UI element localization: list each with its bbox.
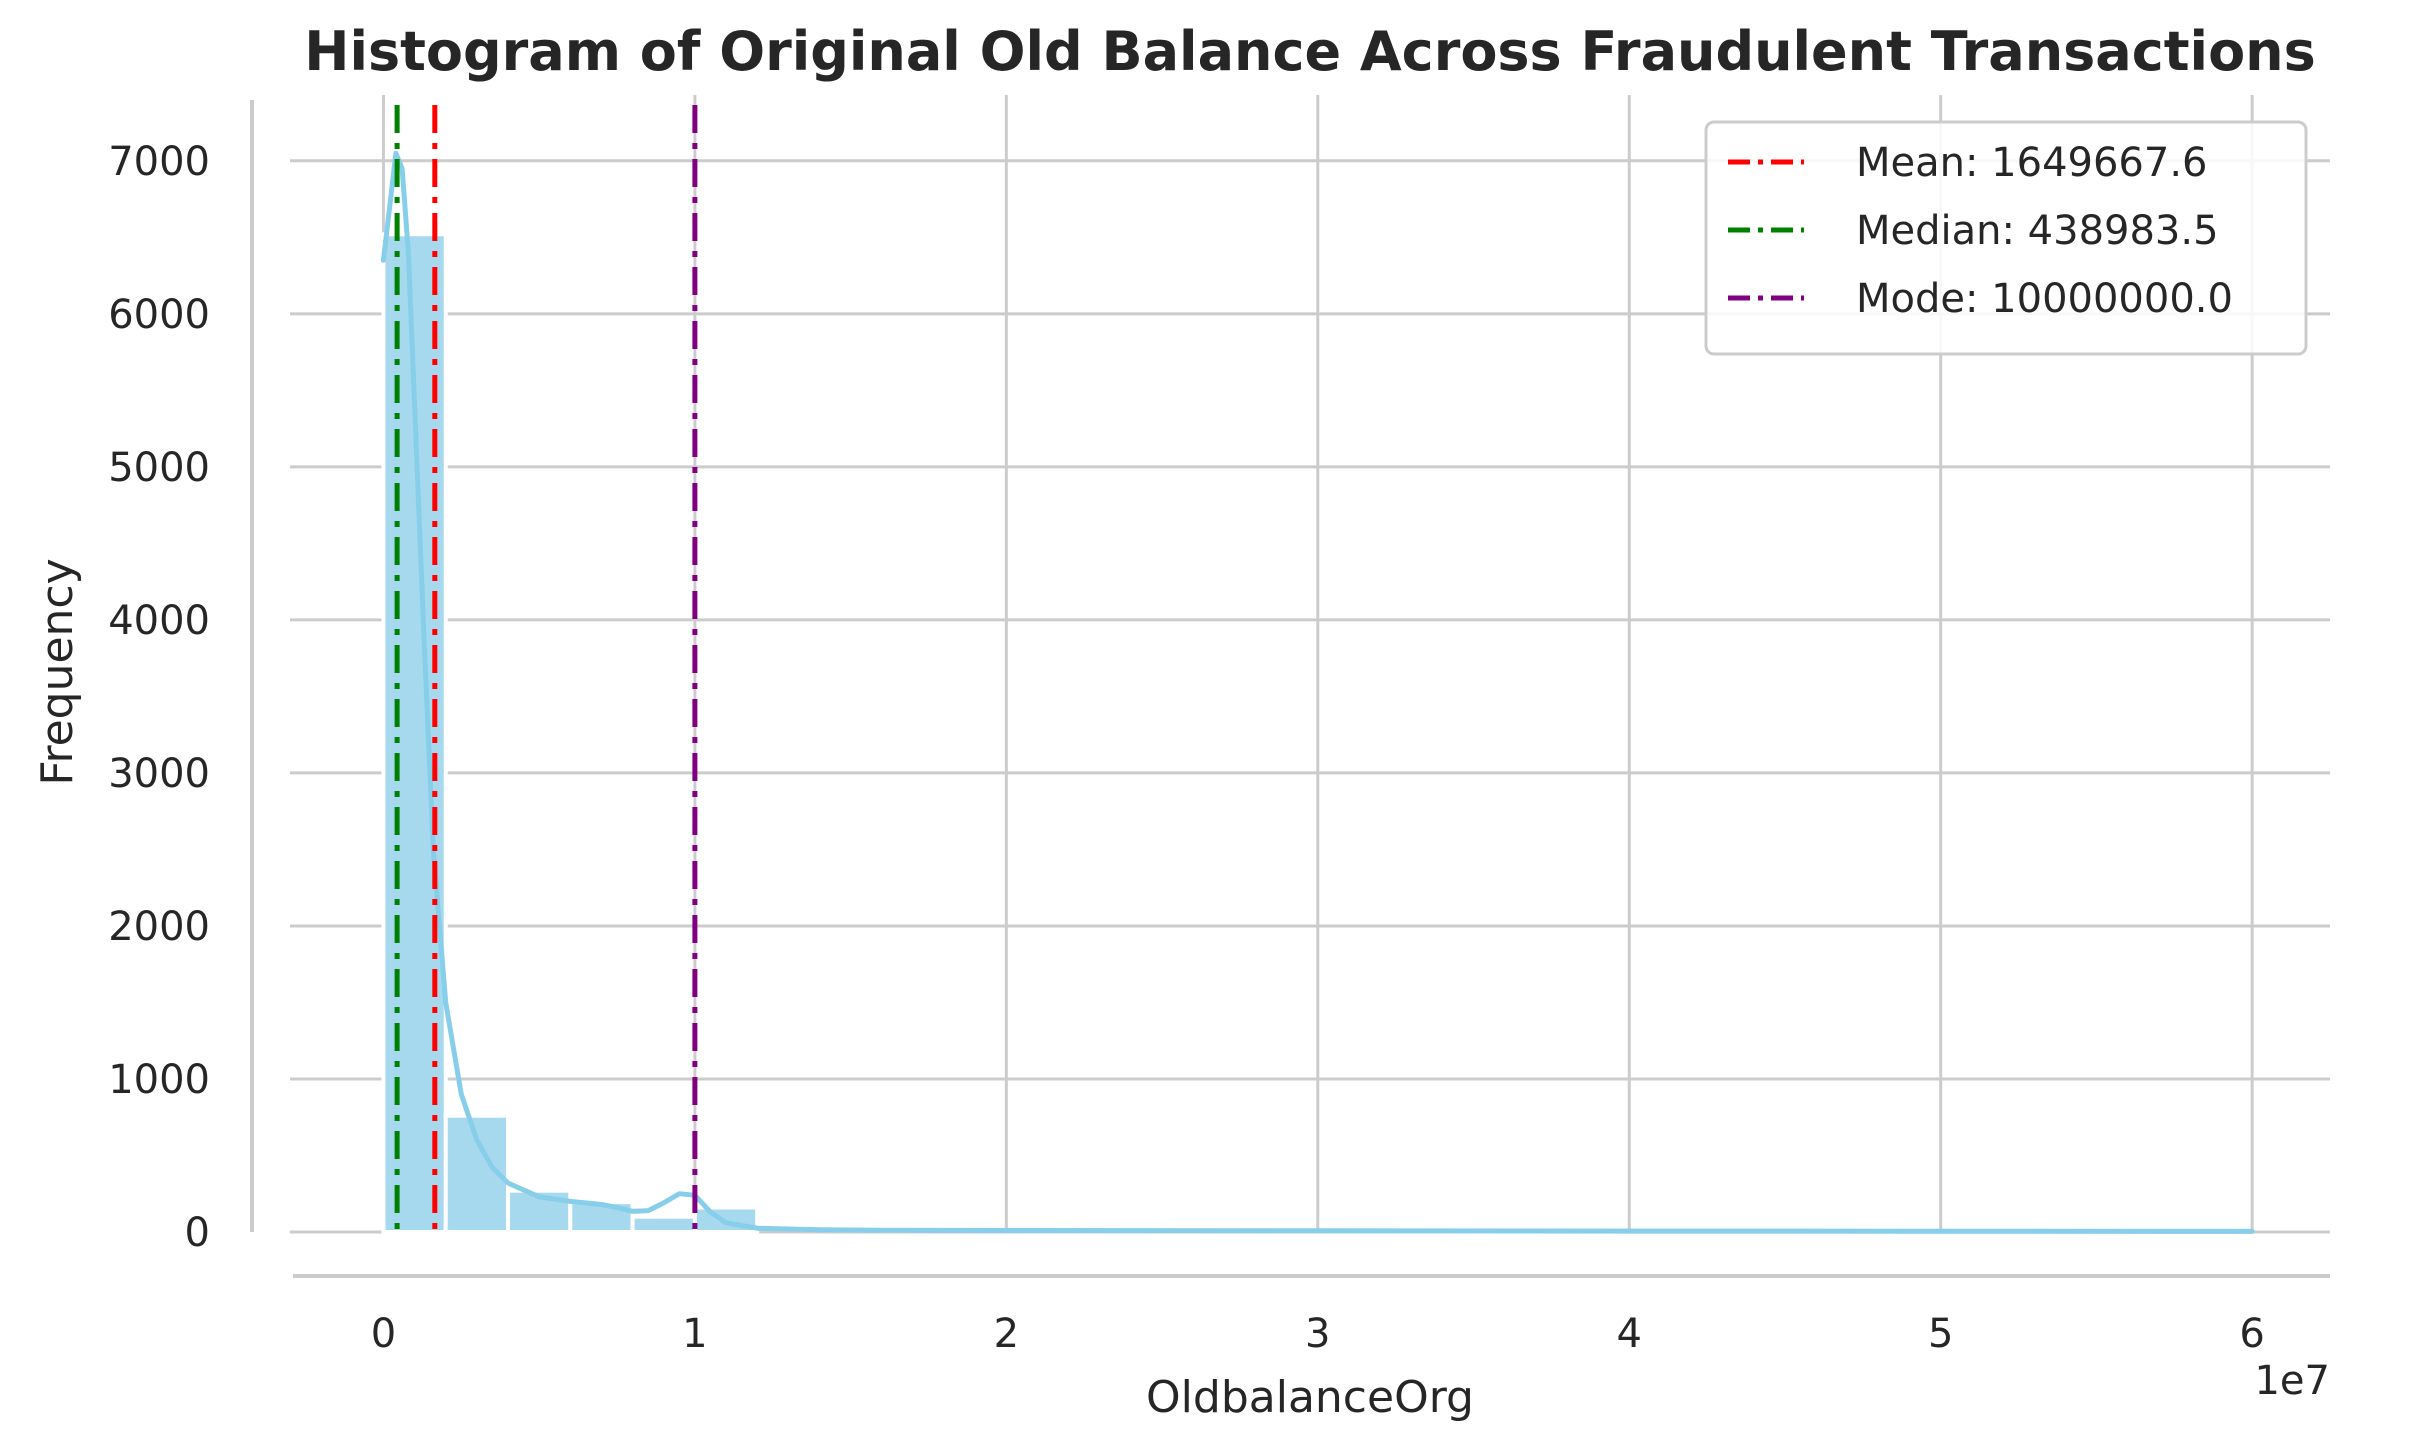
axis-layer: 0 1000 2000 3000 4000 5000 6000 7000 0 1 2 3 4 5 6 — [108, 100, 2330, 1357]
y-tick-label: 5000 — [108, 445, 210, 491]
x-tick-label: 4 — [1617, 1311, 1642, 1357]
y-tick-label: 7000 — [108, 139, 210, 185]
histogram-bar — [630, 1214, 697, 1234]
x-tick-label: 2 — [994, 1311, 1019, 1357]
y-tick-label: 3000 — [108, 751, 210, 797]
legend-entry-label: Mean: 1649667.6 — [1856, 140, 2207, 186]
vline-layer — [394, 105, 698, 1232]
x-tick-label: 6 — [2239, 1311, 2264, 1357]
kde-curve — [380, 150, 2255, 1234]
x-tick-label: 5 — [1928, 1311, 1953, 1357]
legend: Mean: 1649667.6 Median: 438983.5 Mode: 100… — [1704, 120, 2308, 356]
y-tick-label: 2000 — [108, 904, 210, 950]
kde-layer — [380, 150, 2255, 1234]
bar-layer — [381, 232, 760, 1235]
y-axis-label: Frequency — [32, 558, 83, 785]
legend-entry-label: Median: 438983.5 — [1856, 208, 2219, 254]
y-tick-label: 6000 — [108, 292, 210, 338]
y-tick-label: 1000 — [108, 1057, 210, 1103]
legend-entry-label: Mode: 10000000.0 — [1856, 276, 2233, 322]
legend-frame — [1704, 120, 2308, 356]
x-offset-label: 1e7 — [2254, 1358, 2330, 1404]
y-tick-label: 0 — [185, 1210, 210, 1256]
y-tick-label: 4000 — [108, 598, 210, 644]
histogram-bar — [692, 1205, 760, 1235]
chart-title: Histogram of Original Old Balance Across… — [304, 20, 2316, 83]
x-axis-label: OldbalanceOrg — [1146, 1372, 1474, 1423]
x-tick-label: 1 — [682, 1311, 707, 1357]
x-tick-label: 0 — [371, 1311, 396, 1357]
grid-layer — [290, 95, 2330, 1234]
x-tick-label: 3 — [1305, 1311, 1330, 1357]
